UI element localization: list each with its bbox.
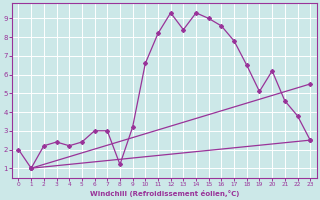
X-axis label: Windchill (Refroidissement éolien,°C): Windchill (Refroidissement éolien,°C) xyxy=(90,190,239,197)
